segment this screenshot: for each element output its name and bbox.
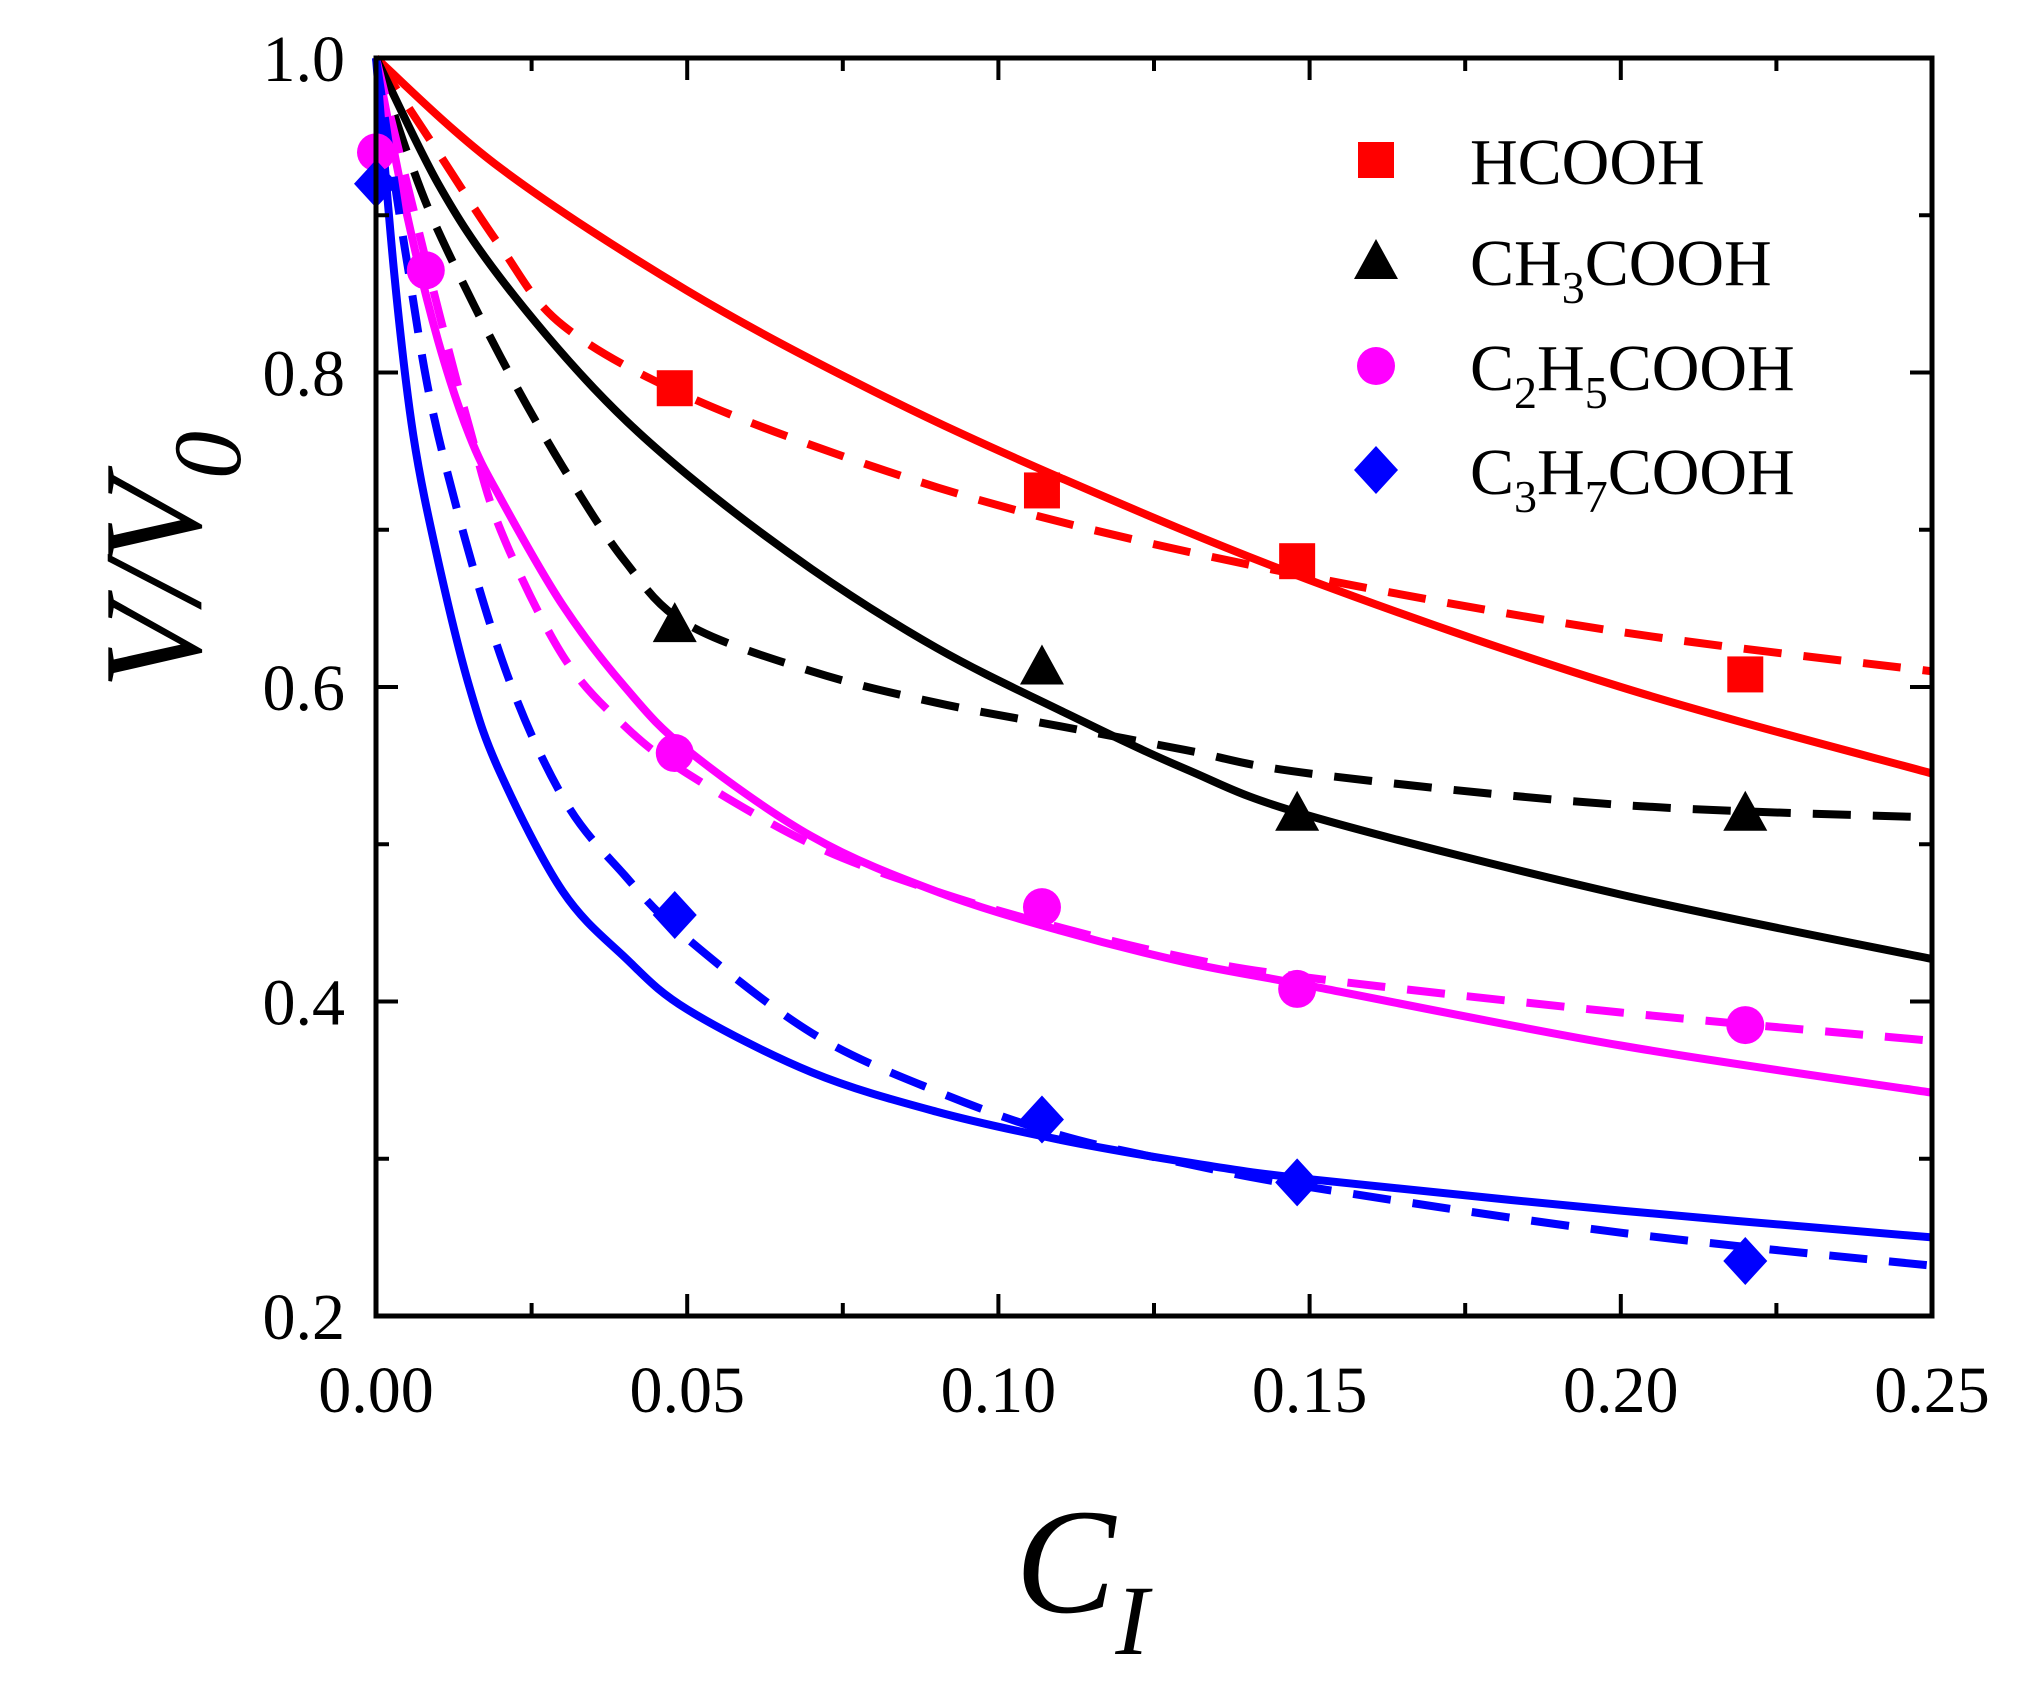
data-point-1-2 — [1275, 790, 1320, 831]
legend-label-part: COOH — [1608, 332, 1795, 405]
x-tick-label: 0.15 — [1252, 1354, 1368, 1427]
x-tick-label: 0.10 — [941, 1354, 1057, 1427]
data-point-0-2 — [1279, 543, 1316, 580]
legend-label-part: COOH — [1608, 436, 1795, 509]
data-markers — [354, 133, 1768, 1285]
legend-label-part: 3 — [1562, 262, 1585, 313]
legend-label-2: C2H5COOH — [1470, 332, 1795, 418]
legend-label-part: H — [1537, 332, 1585, 405]
data-point-2-2 — [655, 734, 694, 773]
y-tick-label: 0.2 — [263, 1281, 346, 1354]
data-point-2-5 — [1726, 1006, 1765, 1045]
legend-marker-0 — [1358, 142, 1394, 178]
legend-marker-3 — [1354, 446, 1398, 494]
data-point-1-3 — [1723, 790, 1768, 831]
fit-solid-2 — [372, 57, 1933, 1097]
legend-label-part: 2 — [1514, 367, 1537, 418]
data-point-1-0 — [652, 602, 697, 643]
legend-label-part: COOH — [1585, 227, 1772, 300]
data-point-3-1 — [652, 891, 697, 940]
y-axis-label: V/V — [76, 466, 231, 689]
legend-label-part: H — [1537, 436, 1585, 509]
fit-lines — [372, 55, 1934, 1270]
fit-dashed-0 — [372, 55, 1933, 676]
data-point-2-1 — [406, 251, 445, 290]
x-axis-label: C — [1015, 1479, 1117, 1645]
legend-marker-1 — [1354, 239, 1398, 279]
legend-label-part: 3 — [1514, 471, 1537, 522]
x-tick-label: 0.20 — [1563, 1354, 1679, 1427]
legend-label-0: HCOOH — [1470, 126, 1705, 199]
fit-solid-0 — [373, 55, 1934, 778]
data-point-3-4 — [1723, 1236, 1768, 1285]
legend-marker-2 — [1357, 347, 1395, 385]
y-axis-label-subscript: 0 — [154, 431, 261, 479]
fit-dashed-1 — [372, 56, 1933, 822]
x-tick-label: 0.05 — [629, 1354, 745, 1427]
legend-label-1: CH3COOH — [1470, 227, 1772, 313]
plot-frame — [373, 55, 1935, 1319]
legend-label-part: 5 — [1585, 367, 1608, 418]
data-point-3-2 — [1019, 1095, 1064, 1144]
data-point-0-0 — [656, 370, 693, 407]
fit-solid-1 — [372, 56, 1933, 963]
data-point-2-3 — [1022, 888, 1061, 927]
x-tick-label: 0.00 — [318, 1354, 434, 1427]
y-tick-label: 0.6 — [263, 652, 346, 725]
data-point-0-3 — [1727, 656, 1764, 693]
y-tick-label: 0.4 — [263, 967, 346, 1040]
data-point-0-1 — [1023, 472, 1060, 509]
x-axis-title: CI — [1015, 1479, 1153, 1676]
y-tick-label: 1.0 — [263, 23, 346, 96]
fit-solid-3 — [372, 57, 1933, 1242]
y-tick-label: 0.8 — [263, 338, 346, 411]
fit-dashed-2 — [372, 57, 1933, 1045]
x-axis-label-subscript: I — [1114, 1565, 1153, 1676]
legend-label-3: C3H7COOH — [1470, 436, 1795, 522]
x-tick-label: 0.25 — [1874, 1354, 1990, 1427]
data-point-2-4 — [1278, 969, 1317, 1008]
legend-label-part: 7 — [1585, 471, 1608, 522]
data-point-3-3 — [1275, 1158, 1320, 1207]
legend-label-text: C — [1470, 332, 1514, 405]
fit-dashed-3 — [372, 57, 1933, 1270]
y-tick-labels: 0.2 0.4 0.6 0.8 1.0 — [263, 23, 346, 1354]
legend-label-text: C — [1470, 436, 1514, 509]
x-tick-labels: 0.00 0.05 0.10 0.15 0.20 0.25 — [318, 1354, 1990, 1427]
legend-label-text: HCOOH — [1470, 126, 1705, 199]
y-axis-title: V/V0 — [76, 431, 261, 689]
legend-label-text: CH — [1470, 227, 1562, 300]
data-point-1-1 — [1019, 644, 1064, 685]
